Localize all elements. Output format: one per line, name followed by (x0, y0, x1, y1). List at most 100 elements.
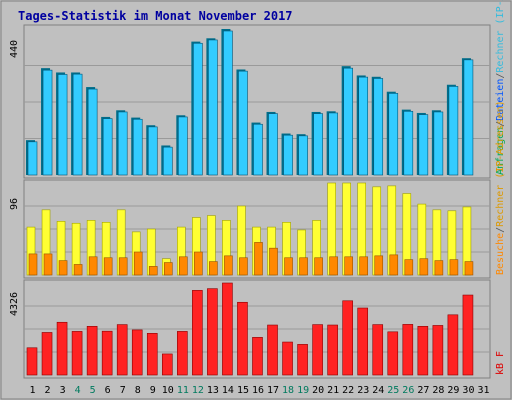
y-max-label: 4326 (9, 292, 20, 316)
files-bar (448, 86, 459, 176)
kb-bar (432, 325, 444, 376)
legend-entry: Rechner (IP-Adressen) (495, 100, 506, 226)
visits-bar (194, 251, 203, 276)
files-bar (343, 67, 353, 176)
files-bar (388, 93, 399, 176)
x-tick-label: 23 (357, 385, 369, 396)
x-tick-label: 17 (267, 385, 279, 396)
x-tick-label: 11 (177, 385, 189, 396)
panel-bottom: 4326 kB F (9, 279, 506, 379)
visits-bar (133, 251, 143, 276)
legend-entry: / (495, 227, 506, 233)
panel-legend: kB F (495, 351, 506, 375)
files-bar (238, 70, 248, 176)
files-bar (433, 111, 444, 176)
kb-bar (342, 300, 353, 376)
files-bar (313, 113, 323, 176)
visits-bar (464, 261, 474, 276)
visits-bar (419, 258, 429, 276)
x-tick-label: 10 (162, 385, 174, 396)
kb-bar (131, 329, 143, 376)
visits-bar (73, 264, 83, 276)
x-tick-label: 30 (462, 385, 474, 396)
x-tick-label: 4 (75, 385, 81, 396)
x-tick-label: 6 (105, 385, 111, 396)
visits-bar (163, 262, 173, 276)
kb-bar (207, 288, 218, 376)
x-tick-label: 7 (120, 385, 126, 396)
files-bar (27, 141, 38, 176)
x-tick-label: 27 (417, 385, 429, 396)
kb-bar (192, 290, 203, 376)
visits-bar (239, 257, 248, 276)
kb-bar (177, 331, 188, 376)
legend-entry: kB F (495, 351, 506, 375)
x-tick-label: 2 (45, 385, 51, 396)
visits-bar (254, 242, 263, 276)
kb-bar (26, 347, 38, 376)
visits-bar (359, 256, 369, 276)
files-bar (132, 118, 143, 176)
kb-bar (237, 301, 248, 376)
files-bar (178, 116, 188, 176)
visits-bar (43, 253, 53, 276)
x-tick-label: 19 (297, 385, 309, 396)
files-bar (373, 78, 384, 176)
visits-bar (148, 266, 158, 276)
panel-legend: Anfragen/Dateien/Rechner (IP-Adressen) (495, 0, 506, 175)
visits-bar (103, 257, 113, 276)
visits-bar (179, 256, 188, 276)
legend-entry: Anfragen (495, 127, 506, 175)
x-tick-label: 16 (252, 385, 264, 396)
kb-bar (41, 332, 53, 376)
x-tick-label: 24 (372, 385, 384, 396)
x-tick-label: 14 (222, 385, 234, 396)
visits-bar (58, 260, 68, 276)
legend-entry: Dateien (495, 79, 506, 121)
legend-entry: Rechner (IP-Adressen) (495, 0, 506, 73)
kb-bar (267, 324, 278, 376)
kb-bar (447, 314, 459, 376)
kb-bar (116, 324, 128, 376)
visits-bar (284, 257, 293, 276)
kb-bar (56, 321, 68, 376)
legend-entry: Besuche (495, 233, 506, 275)
kb-bar (372, 324, 384, 376)
files-bar (72, 73, 83, 176)
kb-bar (417, 325, 429, 376)
kb-bar (462, 294, 474, 376)
x-tick-label: 12 (192, 385, 204, 396)
kb-bar (282, 341, 293, 376)
kb-bar (101, 330, 113, 376)
kb-bar (327, 324, 338, 376)
visits-bar (209, 261, 218, 276)
visits-bar (28, 253, 38, 276)
visits-bar (374, 255, 384, 276)
kb-bar (71, 331, 83, 376)
kb-bar (222, 282, 233, 376)
chart-title: Tages-Statistik im Monat November 2017 (18, 9, 293, 23)
kb-bar (146, 333, 158, 376)
files-bar (117, 111, 128, 176)
legend-entry: / (495, 121, 506, 127)
x-tick-label: 1 (30, 385, 36, 396)
x-tick-label: 18 (282, 385, 294, 396)
x-tick-label: 21 (327, 385, 339, 396)
panel-legend: Besuche/Rechner (IP-Adressen) (495, 100, 506, 275)
x-tick-label: 31 (477, 385, 489, 396)
files-bar (298, 135, 308, 176)
visits-bar (329, 256, 338, 276)
kb-bar (402, 324, 414, 376)
visits-bar (269, 247, 278, 276)
x-tick-label: 29 (447, 385, 459, 396)
visits-bar (449, 259, 459, 276)
files-bar (162, 146, 173, 176)
visits-bar (88, 256, 98, 276)
kb-bar (86, 325, 98, 376)
files-bar (208, 39, 218, 176)
x-tick-label: 5 (90, 385, 96, 396)
x-tick-label: 13 (207, 385, 219, 396)
